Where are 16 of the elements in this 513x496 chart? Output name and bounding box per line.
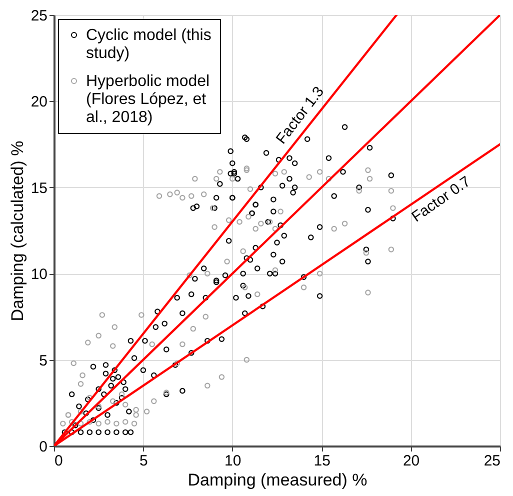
y-axis-title: Damping (calculated) % [8,140,27,322]
x-tick-label: 20 [402,452,420,470]
x-tick-label: 25 [484,452,500,470]
legend-label: Cyclic model (this study) [86,27,212,62]
legend-label: Hyperbolic model (Flores López, et al., 2018) [86,73,210,126]
x-tick-label: 0 [54,452,63,470]
x-tick-label: 15 [314,452,330,470]
x-tick-label: 5 [140,452,148,470]
y-tick-label: 25 [30,8,48,24]
y-tick-label: 20 [30,94,48,111]
y-tick-label: 5 [39,352,48,370]
x-axis-title: Damping (measured) % [188,470,368,490]
y-tick-label: 10 [30,266,48,284]
x-tick-label: 10 [224,452,242,470]
y-tick-label: 15 [30,180,48,197]
y-tick-label: 0 [39,438,48,456]
